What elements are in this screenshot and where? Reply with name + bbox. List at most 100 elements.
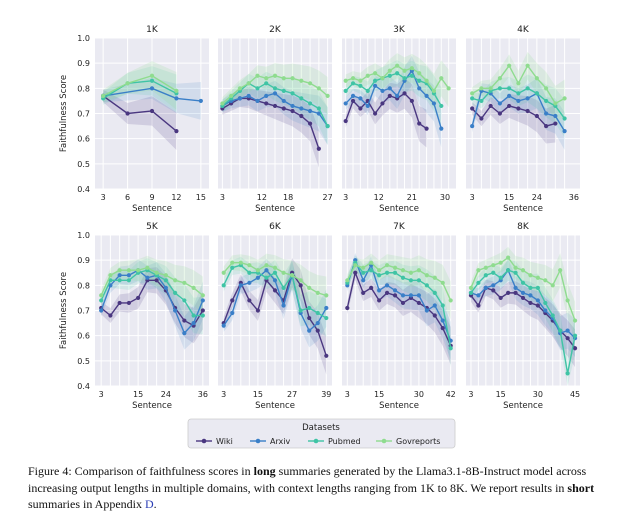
point-arxiv	[272, 91, 278, 96]
point-arxiv	[247, 280, 252, 285]
point-govreports	[108, 273, 113, 278]
point-arxiv	[544, 111, 549, 116]
point-pubmed	[572, 333, 578, 338]
point-pubmed	[468, 290, 474, 295]
x-tick-label: 3	[343, 193, 348, 202]
point-pubmed	[395, 71, 400, 76]
point-pubmed	[558, 328, 563, 333]
line-arxiv	[103, 87, 201, 102]
point-pubmed	[513, 270, 518, 275]
subplot-title: 2K	[269, 25, 282, 35]
point-wiki	[324, 353, 329, 358]
point-govreports	[513, 265, 518, 270]
point-arxiv	[191, 320, 196, 326]
point-wiki	[377, 298, 382, 303]
band-arxiv	[470, 259, 576, 358]
point-pubmed	[516, 91, 521, 96]
point-wiki	[424, 126, 429, 131]
point-govreports	[315, 290, 320, 295]
point-govreports	[468, 285, 474, 290]
subplot-title: 7K	[393, 222, 406, 232]
point-arxiv	[525, 96, 530, 101]
legend-label-govreports: Govreports	[396, 437, 440, 446]
point-pubmed	[307, 305, 312, 311]
point-arxiv	[372, 83, 378, 88]
point-wiki	[440, 326, 445, 331]
point-pubmed	[497, 86, 502, 91]
x-tick-label: 15	[504, 193, 514, 202]
point-arxiv	[272, 278, 278, 283]
point-arxiv	[380, 88, 385, 93]
x-tick-label: 3	[101, 193, 106, 202]
point-arxiv	[528, 293, 533, 298]
band-pubmed	[103, 66, 177, 113]
point-govreports	[229, 93, 234, 98]
point-pubmed	[230, 265, 235, 270]
x-tick-label: 24	[532, 193, 542, 202]
point-arxiv	[307, 108, 313, 114]
point-wiki	[307, 121, 313, 126]
appendix-link[interactable]: D	[145, 497, 154, 511]
line-govreports	[102, 74, 177, 97]
point-arxiv	[343, 101, 348, 106]
point-arxiv	[365, 103, 370, 109]
point-govreports	[534, 76, 539, 81]
point-arxiv	[400, 293, 406, 298]
x-tick-label: 24	[161, 390, 171, 399]
point-pubmed	[126, 278, 131, 283]
point-govreports	[550, 283, 555, 288]
x-tick-label: 45	[570, 390, 580, 399]
point-wiki	[400, 300, 406, 306]
band-govreports	[103, 61, 177, 110]
band-arxiv	[345, 55, 442, 148]
point-arxiv	[117, 273, 122, 278]
point-pubmed	[448, 346, 453, 351]
point-govreports	[369, 260, 374, 265]
subplot-title: 4K	[517, 25, 530, 35]
subplot-8K: 8K 3 15 30 45 Sentence	[466, 222, 580, 411]
line-arxiv	[100, 269, 204, 335]
point-arxiv	[237, 96, 243, 101]
point-wiki	[380, 101, 385, 106]
y-tick-label: 1.0	[77, 231, 90, 240]
point-arxiv	[173, 308, 178, 313]
y-tick-label: 0.8	[77, 84, 90, 93]
point-pubmed	[440, 303, 445, 308]
point-govreports	[558, 268, 563, 273]
point-arxiv	[198, 98, 203, 104]
point-arxiv	[377, 288, 382, 293]
point-wiki	[525, 108, 530, 114]
point-pubmed	[491, 270, 496, 275]
y-tick-label: 0.7	[77, 110, 90, 119]
subplot-title: 5K	[146, 222, 159, 232]
point-wiki	[307, 315, 312, 321]
point-arxiv	[350, 93, 356, 98]
point-arxiv	[361, 278, 366, 283]
point-arxiv	[408, 293, 414, 298]
point-govreports	[149, 73, 155, 78]
point-arxiv	[108, 283, 113, 288]
point-arxiv	[439, 126, 444, 131]
legend-label-arxiv: Arxiv	[270, 437, 291, 446]
point-govreports	[299, 78, 304, 83]
point-govreports	[316, 86, 321, 91]
point-wiki	[528, 300, 533, 306]
x-tick-label: 39	[321, 390, 331, 399]
point-govreports	[439, 76, 444, 81]
point-arxiv	[307, 328, 312, 333]
legend-marker-arxiv	[255, 438, 261, 444]
point-arxiv	[440, 318, 445, 323]
point-govreports	[174, 88, 179, 93]
point-govreports	[507, 63, 512, 68]
point-wiki	[476, 303, 481, 308]
point-pubmed	[324, 315, 329, 321]
point-pubmed	[255, 86, 260, 91]
point-pubmed	[264, 81, 269, 86]
point-govreports	[417, 71, 422, 76]
point-govreports	[145, 265, 150, 270]
point-pubmed	[476, 280, 481, 285]
point-pubmed	[534, 91, 539, 96]
point-wiki	[432, 313, 437, 318]
point-pubmed	[416, 278, 421, 283]
point-govreports	[353, 263, 358, 268]
